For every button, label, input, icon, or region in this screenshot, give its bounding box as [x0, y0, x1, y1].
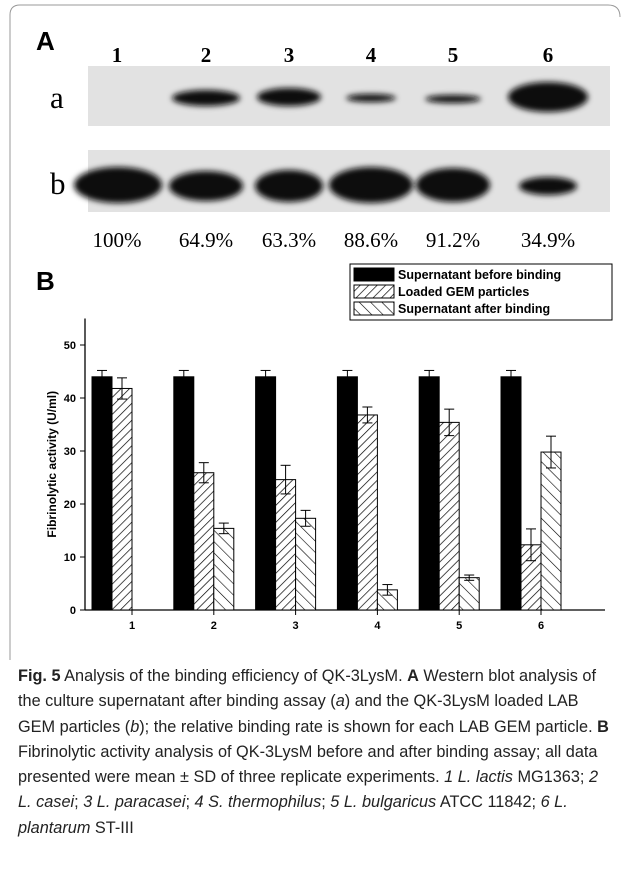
band [425, 95, 481, 103]
bar [541, 452, 561, 610]
lane-number: 3 [284, 43, 295, 67]
x-tick-label: 4 [374, 620, 381, 632]
lane-number: 6 [543, 43, 554, 67]
lane-number: 2 [201, 43, 212, 67]
band [329, 167, 413, 203]
band [416, 168, 490, 202]
legend-swatch [354, 268, 394, 281]
caption-text: MG1363; [513, 768, 589, 786]
bar [174, 377, 194, 610]
binding-rate: 64.9% [179, 228, 233, 252]
legend-swatch [354, 302, 394, 315]
lane-number: 4 [366, 43, 377, 67]
caption-text: 4 S. thermophilus [195, 793, 322, 811]
row-label: a [50, 80, 64, 115]
bar [357, 415, 377, 610]
caption-text: Analysis of the binding efficiency of QK… [61, 667, 408, 685]
caption-text: 3 L. paracasei [83, 793, 185, 811]
lane-number: 5 [448, 43, 459, 67]
panel-label: B [36, 266, 55, 296]
caption-text: ; [321, 793, 330, 811]
y-axis-label: Fibrinolytic activity (U/ml) [45, 391, 59, 538]
binding-rate: 63.3% [262, 228, 316, 252]
legend-label: Supernatant before binding [398, 268, 561, 282]
binding-rate: 34.9% [521, 228, 575, 252]
caption-text: B [597, 718, 609, 736]
caption-text: 5 L. bulgaricus [330, 793, 436, 811]
x-tick-label: 1 [129, 620, 135, 632]
y-tick-label: 20 [64, 499, 76, 511]
figure: A B 1 2 3 4 5 6 a b 100% 64.9% 63.3% 88.6% 91.2% 34.9… [0, 0, 627, 660]
caption-text: A [407, 667, 419, 685]
legend-swatch [354, 285, 394, 298]
page: A B 1 2 3 4 5 6 a b 100% 64.9% 63.3% 88.6% 91.2% 34.9… [0, 0, 627, 889]
caption-text: a [336, 692, 345, 710]
caption-text: ATCC 11842; [436, 793, 540, 811]
bar [296, 518, 316, 610]
band [169, 171, 243, 201]
binding-rate: 88.6% [344, 228, 398, 252]
bar [337, 377, 357, 610]
bar [439, 422, 459, 610]
band [255, 170, 323, 202]
bar [276, 480, 296, 610]
band [172, 90, 240, 106]
band [519, 177, 577, 195]
caption-text: b [130, 718, 139, 736]
x-tick-label: 5 [456, 620, 462, 632]
band [74, 167, 162, 203]
caption-text: ST-III [90, 819, 133, 837]
bar [256, 377, 276, 610]
panel-label: A [36, 26, 55, 56]
bar [214, 528, 234, 610]
bar [194, 473, 214, 610]
y-tick-label: 50 [64, 340, 76, 352]
caption-text: 1 L. lactis [444, 768, 513, 786]
x-tick-label: 3 [293, 620, 299, 632]
bar [459, 578, 479, 610]
band [257, 88, 321, 106]
bar [112, 388, 132, 610]
caption-text: ); the relative binding rate is shown fo… [139, 718, 597, 736]
y-tick-label: 30 [64, 446, 76, 458]
caption-text: ; [74, 793, 83, 811]
band [346, 94, 396, 102]
legend-label: Supernatant after binding [398, 302, 550, 316]
y-tick-label: 10 [64, 552, 76, 564]
caption-label: Fig. 5 [18, 667, 61, 685]
binding-rate: 91.2% [426, 228, 480, 252]
legend-label: Loaded GEM particles [398, 285, 529, 299]
caption-text: ; [185, 793, 194, 811]
bar [92, 377, 112, 610]
binding-rate: 100% [93, 228, 142, 252]
lane-number: 1 [112, 43, 123, 67]
y-tick-label: 0 [70, 605, 76, 617]
x-tick-label: 6 [538, 620, 544, 632]
band [508, 82, 588, 112]
bar [501, 377, 521, 610]
bar [419, 377, 439, 610]
row-label: b [50, 166, 66, 201]
y-tick-label: 40 [64, 393, 76, 405]
caption: Fig. 5 Analysis of the binding efficienc… [18, 664, 616, 841]
x-tick-label: 2 [211, 620, 217, 632]
